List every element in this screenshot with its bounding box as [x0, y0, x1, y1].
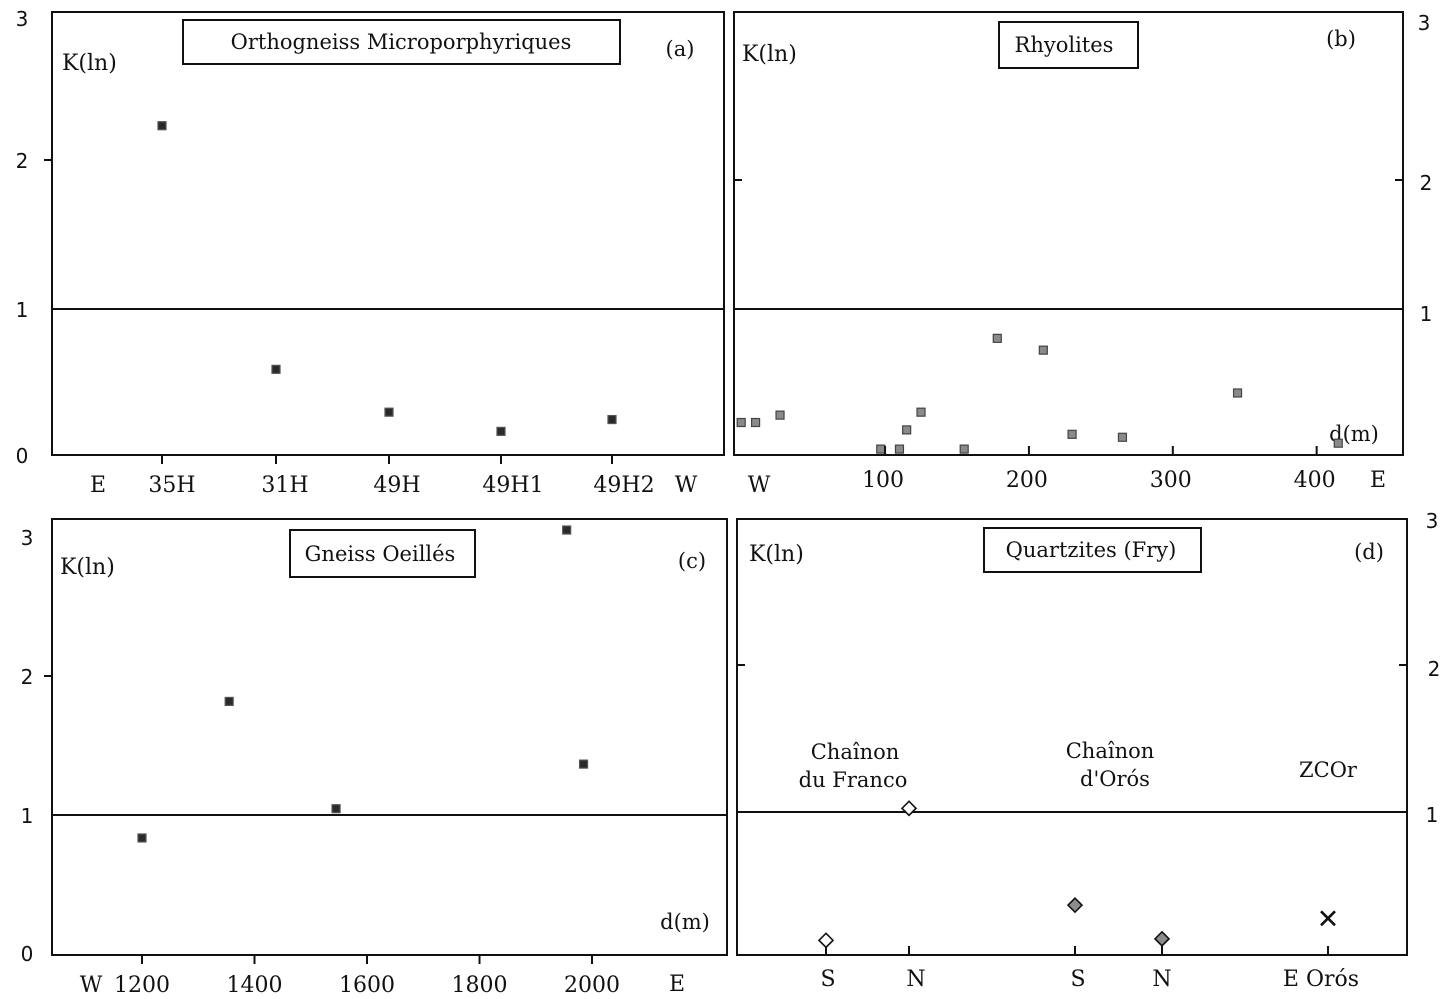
panel-a-title: Orthogneiss Microporphyriques	[231, 30, 572, 54]
panel-a-ytick-label-0: 0	[16, 444, 29, 468]
panel-b-frame	[733, 11, 1404, 456]
panel-a-xtick-label: 49H	[373, 473, 420, 498]
panel-d-point	[817, 932, 835, 949]
panel-b-point	[876, 444, 886, 454]
panel-a-frame	[51, 11, 725, 456]
panel-c: K(ln) Gneiss Oeillés (c) 0 1 2 3 d(m) W …	[21, 518, 728, 998]
panel-d-group-label-0-line-1: du Franco	[799, 768, 908, 792]
panel-b-point	[959, 444, 969, 454]
panel-a-xtick-label: 31H	[261, 473, 308, 498]
panel-c-label: (c)	[678, 549, 706, 573]
panel-b-xtick-label: 300	[1150, 468, 1192, 493]
panel-a-ylabel: K(ln)	[62, 51, 117, 76]
panel-c-ytick-label-3: 3	[21, 526, 34, 550]
panel-d: K(ln) Quartzites (Fry) (d) 1 2 3 Chaînon…	[736, 509, 1441, 992]
panel-b-point	[1117, 432, 1128, 442]
panel-d-group-label-0-line-0: Chaînon	[811, 740, 900, 764]
panel-b-point	[916, 407, 926, 417]
panel-b-point	[902, 425, 912, 435]
panel-a-ytick-label-3: 3	[16, 7, 29, 31]
panel-d-ylabel: K(ln)	[749, 542, 804, 567]
panel-c-point	[331, 804, 341, 814]
panel-c-x-end-right: E	[669, 972, 685, 997]
panel-c-ytick-label-1: 1	[21, 804, 34, 828]
panel-d-ytick-label-1: 1	[1426, 803, 1439, 827]
panel-d-xtick-label: S	[1070, 967, 1085, 992]
panel-b-xtick-label: 100	[862, 468, 904, 493]
panel-d-point	[1153, 930, 1171, 947]
panel-b-point	[1038, 345, 1048, 355]
panel-d-frame	[736, 518, 1408, 956]
panel-a-point	[607, 414, 617, 425]
panel-b-label: (b)	[1326, 27, 1356, 51]
panel-c-point	[224, 696, 234, 707]
panel-a-x-end-left: E	[90, 473, 106, 498]
panel-b-point	[1232, 388, 1243, 398]
panel-d-xtick-label: S	[820, 967, 835, 992]
panel-d-xtick-label: E Orós	[1283, 967, 1359, 992]
panel-b-point	[736, 417, 746, 428]
panel-a-title-box	[182, 19, 621, 65]
panel-b: K(ln) Rhyolites (b) 1 2 3 d(m) W E 100 20…	[733, 11, 1433, 498]
panel-c-xtick-label: 1800	[452, 973, 508, 998]
panel-b-ytick-label-3: 3	[1418, 11, 1431, 35]
panel-a-xtick-label: 35H	[148, 473, 195, 498]
panel-d-ytick-label-2: 2	[1428, 657, 1441, 681]
panel-a-label: (a)	[666, 37, 695, 61]
panel-d-group-label-1-line-1: d'Orós	[1080, 767, 1150, 791]
panel-d-ytick-label-3: 3	[1426, 509, 1439, 533]
panel-b-point	[1067, 429, 1077, 439]
panel-d-xtick-label: N	[906, 967, 925, 992]
panel-c-xtick-label: 1200	[114, 973, 170, 998]
panel-c-frame	[51, 518, 728, 956]
panel-c-x-end-left: W	[80, 973, 103, 998]
panel-a-point	[271, 364, 281, 374]
panel-b-x-end-right: E	[1370, 468, 1386, 493]
panel-d-group-label-2-line-0: ZCOr	[1299, 758, 1358, 782]
panel-b-title-box	[998, 21, 1139, 69]
panel-d-title-box	[983, 527, 1202, 573]
panel-a-ytick-label-2: 2	[16, 149, 29, 173]
panel-c-title: Gneiss Oeillés	[305, 542, 456, 566]
panel-c-ytick-label-2: 2	[21, 665, 34, 689]
panel-a-point	[384, 407, 394, 417]
panel-a-xtick-label: 49H2	[593, 473, 654, 498]
panel-b-ytick-label-1: 1	[1420, 302, 1433, 326]
panel-c-ylabel: K(ln)	[60, 555, 115, 580]
panel-a-x-end-right: W	[675, 473, 698, 498]
panel-a-xtick-label: 49H1	[482, 473, 543, 498]
panel-b-xtick-label: 400	[1294, 468, 1336, 493]
panel-a-ytick-label-1: 1	[16, 298, 29, 322]
panel-c-ytick-label-0: 0	[21, 942, 34, 966]
panel-c-point	[137, 833, 147, 843]
panel-c-xlabel: d(m)	[660, 910, 710, 934]
panel-d-point	[1320, 910, 1336, 927]
panel-b-ytick-label-2: 2	[1420, 171, 1433, 195]
panel-d-title: Quartzites (Fry)	[1006, 538, 1177, 562]
panel-c-xtick-label: 1600	[339, 973, 395, 998]
panel-d-group-label-1-line-0: Chaînon	[1066, 739, 1155, 763]
panel-b-x-end-left: W	[748, 473, 771, 498]
panel-d-point	[1066, 897, 1084, 914]
panel-c-xtick-label: 1400	[227, 973, 283, 998]
panel-d-point	[900, 800, 918, 817]
panel-b-point	[992, 333, 1002, 343]
panel-a-point	[157, 121, 167, 131]
panel-a: K(ln) Orthogneiss Microporphyriques (a) …	[16, 7, 725, 498]
panel-b-point	[1333, 438, 1343, 448]
panel-c-point	[562, 525, 572, 535]
panel-a-point	[496, 426, 506, 436]
panel-b-point	[775, 410, 785, 420]
panel-b-xtick-label: 200	[1006, 468, 1048, 493]
panel-b-ylabel: K(ln)	[742, 42, 797, 67]
panel-b-point	[750, 417, 761, 428]
panel-b-title: Rhyolites	[1015, 33, 1114, 57]
panel-d-label: (d)	[1354, 540, 1384, 564]
panel-c-title-box	[289, 529, 476, 578]
panel-b-point	[894, 444, 905, 454]
panel-d-xtick-label: N	[1152, 967, 1171, 992]
panel-c-point	[578, 759, 589, 769]
panel-c-xtick-label: 2000	[564, 973, 620, 998]
